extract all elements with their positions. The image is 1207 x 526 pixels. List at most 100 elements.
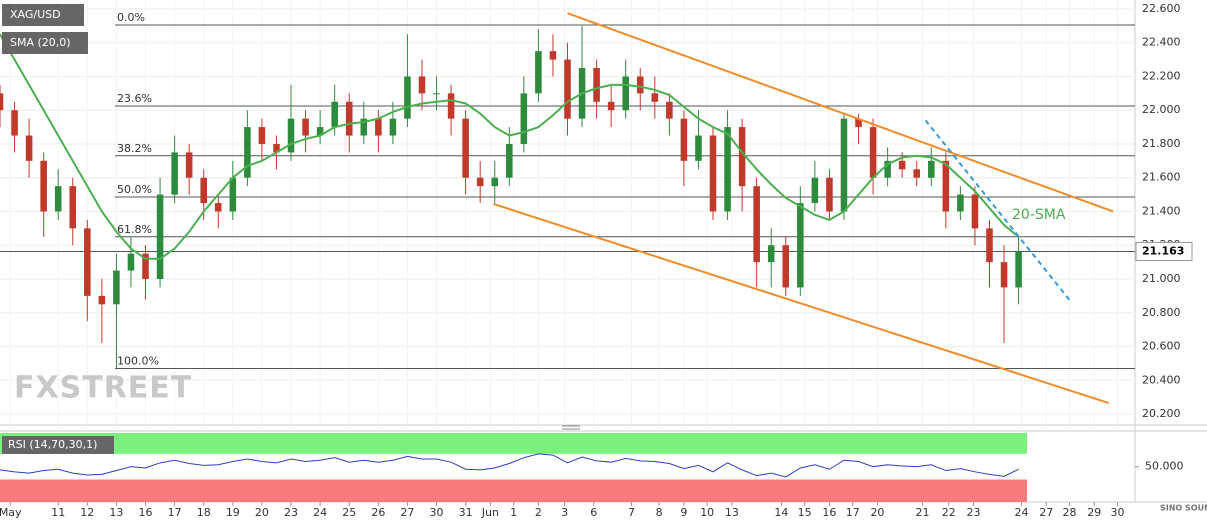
x-tick-label: 19 [226, 506, 240, 519]
candle-body [724, 127, 731, 212]
legend-box[interactable] [2, 32, 88, 54]
x-tick-label: 23 [966, 506, 980, 519]
candle-body [753, 186, 760, 263]
candle-body [898, 160, 906, 170]
x-tick-label: 23 [284, 506, 298, 519]
x-tick-label: 17 [168, 506, 182, 519]
x-tick-label: 22 [942, 506, 956, 519]
candle-body [1015, 251, 1022, 288]
x-tick-label: 15 [798, 506, 812, 519]
candle-body [375, 118, 382, 136]
candle-body [69, 186, 77, 229]
rsi-oversold-band [0, 479, 1027, 502]
y-tick-label: 21.400 [1142, 204, 1181, 217]
candle-body [185, 152, 193, 178]
x-tick-label: 12 [80, 506, 94, 519]
candle-body [40, 160, 47, 212]
candle-body [447, 93, 455, 119]
x-tick-label: 2 [535, 506, 542, 519]
x-tick-label: 21 [916, 506, 930, 519]
candle-body [884, 160, 891, 178]
candle-body [113, 270, 120, 305]
y-tick-label: 22.600 [1142, 2, 1181, 15]
sma-line [0, 33, 1020, 260]
x-tick-label: 11 [51, 506, 65, 519]
candle-body [433, 93, 440, 95]
x-tick-label: 7 [628, 506, 635, 519]
candle-body [287, 118, 295, 153]
x-tick-label: 13 [109, 506, 123, 519]
candle-body [666, 101, 673, 119]
x-tick-label: 24 [1015, 506, 1029, 519]
candle-body [622, 76, 629, 111]
x-tick-label: 30 [1111, 506, 1125, 519]
candle-body [535, 51, 542, 94]
x-tick-label: 14 [774, 506, 788, 519]
candle-body [389, 118, 397, 136]
y-tick-label: 21.000 [1142, 272, 1181, 285]
candle-body [98, 295, 106, 305]
layers: 22.600 22.400 22.200 22.000 21.800 21.600 21.4… [0, 0, 1193, 519]
candle-body [651, 93, 659, 102]
candle-body [506, 143, 513, 178]
candle-body [273, 143, 280, 153]
fib-label: 0.0% [117, 11, 145, 24]
candle-body [258, 127, 266, 144]
candle-body [607, 101, 615, 111]
y-tick-label: 21.800 [1142, 137, 1181, 150]
legend-box[interactable] [2, 4, 84, 26]
candle-body [142, 253, 149, 280]
x-tick-label: 26 [371, 506, 385, 519]
rsi-tick-label: 50.000 [1145, 460, 1184, 473]
x-tick-label: 20 [255, 506, 269, 519]
legend-rsi: RSI (14,70,30,1) [8, 438, 97, 451]
fib-label: 50.0% [117, 183, 152, 196]
candle-body [244, 127, 251, 178]
candle-body [869, 127, 877, 178]
x-tick-label: 25 [342, 506, 356, 519]
watermark: FXSTREET [14, 371, 192, 406]
candle-body [695, 135, 702, 161]
candle-body [316, 127, 324, 136]
candle-body [855, 118, 862, 128]
fib-label: 100.0% [117, 354, 159, 367]
sma-annotation: 20-SMA [1012, 207, 1066, 223]
candle-body [549, 51, 557, 60]
y-tick-label: 22.000 [1142, 103, 1181, 116]
candle-body [782, 245, 790, 288]
candle-body [767, 245, 775, 263]
legend-indicator: SMA (20,0) [10, 36, 71, 49]
candle-body [331, 101, 338, 128]
candle-body [200, 177, 207, 204]
x-tick-label: 16 [139, 506, 153, 519]
x-tick-label: 9 [680, 506, 687, 519]
candle-body [127, 253, 135, 271]
x-tick-label: 8 [656, 506, 663, 519]
x-tick-label: 1 [510, 506, 517, 519]
y-tick-label: 20.200 [1142, 407, 1181, 420]
x-tick-label: 10 [700, 506, 714, 519]
x-tick-label: 29 [1087, 506, 1101, 519]
legend-box[interactable] [2, 436, 114, 454]
x-tick-label: 13 [725, 506, 739, 519]
x-tick-label: 3 [561, 506, 568, 519]
candle-body [564, 59, 571, 119]
candle-body [928, 160, 935, 178]
candle-body [404, 76, 411, 119]
candle-body [418, 76, 426, 94]
candle-body [942, 160, 950, 212]
rsi-line [0, 453, 1019, 478]
last-price-label: 21.163 [1142, 244, 1184, 257]
candle-body [360, 118, 368, 136]
trendline [567, 12, 1114, 213]
candle-body [214, 203, 222, 212]
y-tick-label: 20.600 [1142, 340, 1181, 353]
x-tick-label: Jun [481, 506, 499, 519]
candle-body [171, 152, 178, 195]
candle-body [54, 186, 62, 212]
candle-body [811, 177, 819, 204]
candle-body [709, 135, 717, 212]
candle-body [156, 194, 164, 280]
candle-body [797, 203, 804, 288]
